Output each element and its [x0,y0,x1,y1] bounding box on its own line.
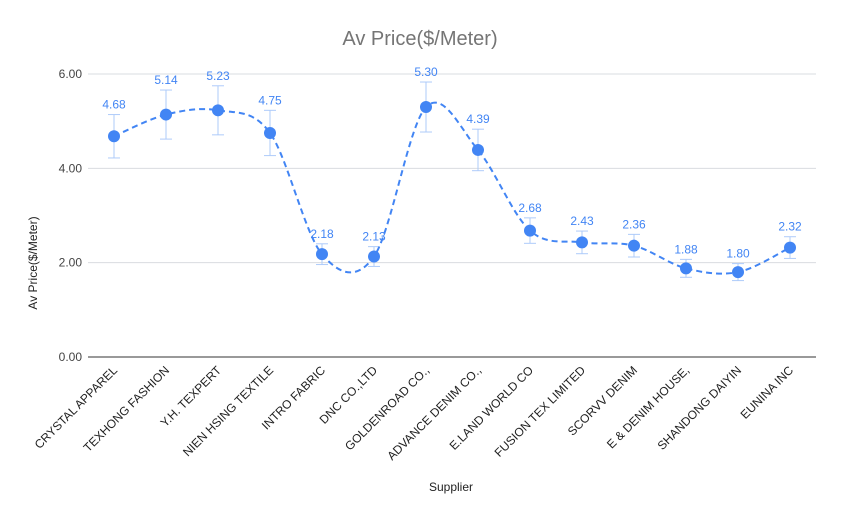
data-point [576,236,588,249]
data-label: 4.68 [102,98,126,112]
data-label: 2.68 [518,201,542,215]
x-tick-label: TEXHONG FASHION [81,363,172,454]
data-label: 2.32 [778,220,802,234]
data-labels: 4.68 5.14 5.23 4.75 2.18 2.13 5.30 4.39 2.68 2.43… [102,65,802,261]
data-point [680,262,692,275]
data-point [316,248,328,261]
data-point [212,104,224,117]
data-label: 1.80 [726,247,750,261]
data-point [732,266,744,279]
data-point [628,239,640,252]
data-label: 5.30 [414,65,438,79]
data-point [524,224,536,237]
y-axis-ticks: 0.00 2.00 4.00 6.00 [59,67,83,364]
data-label: 2.43 [570,214,594,228]
y-axis-title: Av Price($/Meter) [26,216,40,309]
data-point [264,126,276,139]
data-point [108,130,120,143]
y-tick-label: 6.00 [59,67,83,81]
data-points [108,101,796,279]
data-label: 5.14 [154,73,178,87]
x-tick-label: CRYSTAL APPAREL [32,363,121,452]
y-tick-label: 2.00 [59,256,83,270]
x-tick-label: ADVANCE DENIM CO., [384,363,484,463]
data-point [784,241,796,254]
chart-title: Av Price($/Meter) [342,28,497,50]
data-point [472,143,484,156]
data-label: 4.75 [258,93,282,107]
data-point [368,250,380,263]
data-point [160,108,172,121]
y-tick-label: 0.00 [59,350,83,364]
data-label: 2.18 [310,227,334,241]
x-tick-label: NIEN HSING TEXTILE [180,363,276,459]
gridlines [88,73,816,358]
data-label: 4.39 [466,112,490,126]
data-label: 5.23 [206,69,230,83]
x-tick-label: FUSION TEX LIMITED [492,363,589,460]
x-axis-title: Supplier [429,480,473,494]
data-label: 1.88 [674,242,698,256]
data-point [420,101,432,114]
data-label: 2.13 [362,230,386,244]
data-label: 2.36 [622,217,646,231]
y-tick-label: 4.00 [59,161,83,175]
x-tick-label: EUNINA INC [738,363,797,422]
